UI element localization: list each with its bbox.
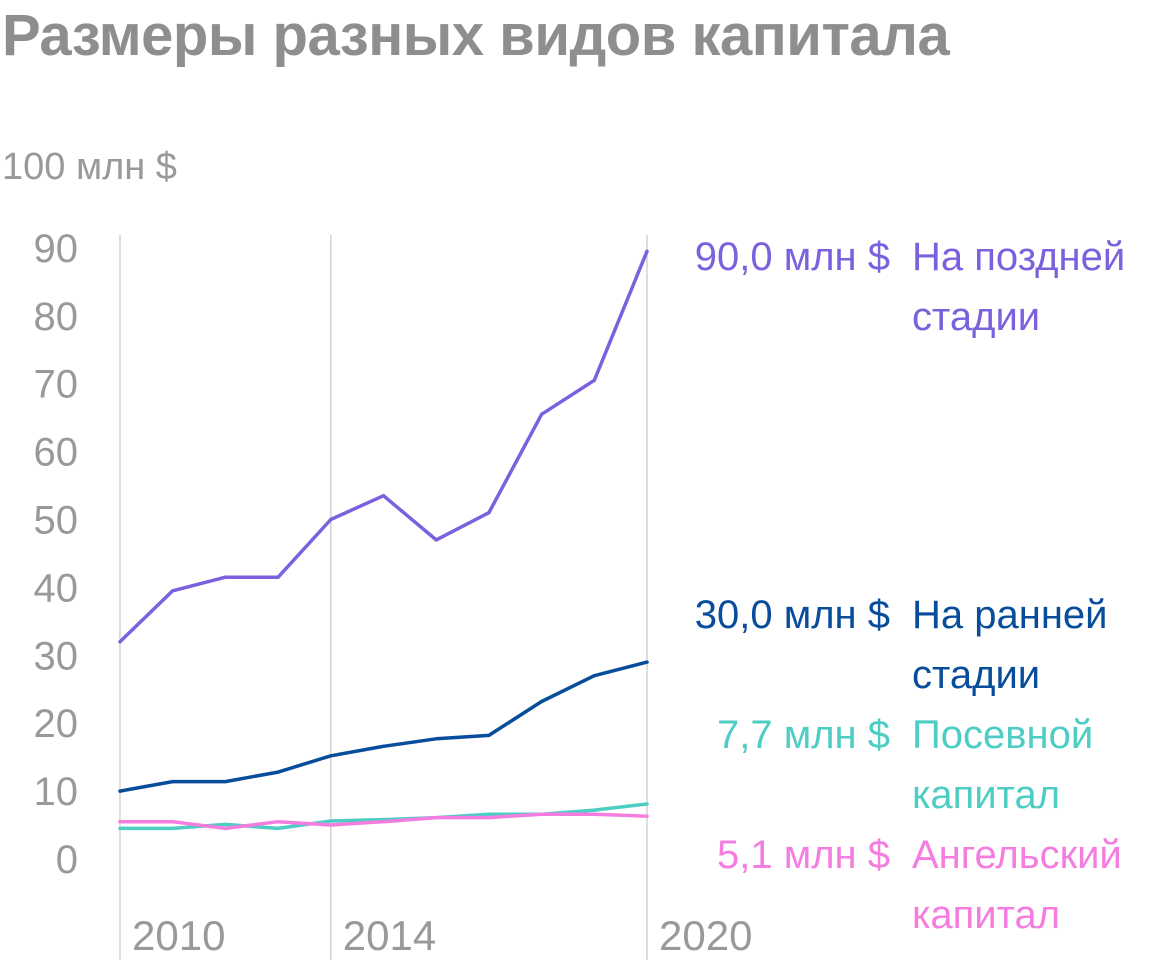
series-name-label: капитал: [912, 773, 1060, 817]
series-4: [118, 812, 649, 831]
data-point: [381, 820, 386, 824]
series-name-label: Посевной: [912, 713, 1093, 757]
data-point: [171, 820, 175, 824]
chart-title: Размеры разных видов капитала: [2, 3, 950, 68]
series-lines: [118, 249, 649, 831]
data-point: [118, 826, 122, 831]
data-point: [276, 820, 280, 824]
data-point: [171, 589, 175, 593]
y-tick-label-10: 10: [34, 770, 79, 814]
data-point: [329, 754, 333, 758]
data-point: [592, 808, 596, 812]
data-point: [487, 733, 491, 738]
y-tick-label-30: 30: [34, 634, 79, 678]
data-point: [381, 744, 386, 748]
x-axis-ticks: 2010 2014 2020: [132, 912, 752, 959]
data-point: [434, 538, 438, 542]
data-point: [223, 575, 227, 579]
data-point: [540, 812, 544, 816]
data-point: [118, 640, 122, 644]
data-point: [171, 779, 175, 784]
data-point: [329, 823, 333, 827]
y-tick-label-20: 20: [34, 702, 79, 746]
data-point: [487, 511, 491, 515]
data-point: [329, 819, 333, 823]
data-point: [329, 517, 333, 522]
data-point: [592, 674, 596, 678]
data-point: [381, 494, 386, 498]
data-point: [223, 822, 227, 826]
data-point: [487, 815, 491, 820]
series-name-label: стадии: [912, 295, 1040, 339]
data-point: [171, 826, 175, 831]
series-2: [118, 660, 649, 793]
data-point: [540, 699, 544, 704]
data-point: [487, 812, 491, 816]
y-tick-label-60: 60: [34, 431, 79, 475]
data-point: [223, 826, 227, 831]
data-point: [276, 770, 280, 774]
y-tick-label-50: 50: [34, 499, 79, 543]
series-name-label: На ранней: [912, 593, 1108, 637]
gridlines: [119, 235, 648, 960]
series-name-label: капитал: [912, 893, 1060, 937]
series-value-label: 7,7 млн $: [717, 713, 890, 757]
data-point: [118, 789, 122, 793]
y-axis-unit-label: 100 млн $: [2, 146, 177, 188]
data-point: [645, 249, 649, 253]
series-line: [118, 660, 649, 793]
series-name-label: Ангельский: [912, 833, 1122, 877]
data-point: [540, 412, 544, 416]
y-axis-ticks: 0 10 20 30 40 50 60 70 80 90: [34, 227, 79, 882]
data-point: [434, 737, 438, 741]
y-tick-label-80: 80: [34, 295, 79, 339]
x-tick-label-2010: 2010: [132, 912, 225, 959]
y-tick-label-90: 90: [34, 227, 79, 271]
series-value-label: 5,1 млн $: [717, 833, 890, 877]
data-point: [645, 814, 649, 818]
series-name-label: стадии: [912, 653, 1040, 697]
x-tick-label-2020: 2020: [659, 912, 752, 959]
data-point: [118, 820, 122, 824]
x-tick-label-2014: 2014: [343, 912, 436, 959]
series-value-label: 90,0 млн $: [695, 235, 890, 279]
y-tick-label-40: 40: [34, 566, 79, 610]
data-point: [645, 802, 649, 806]
series-1: [118, 249, 649, 644]
data-point: [223, 779, 227, 784]
data-point: [434, 815, 438, 820]
series-line: [118, 249, 649, 644]
y-tick-label-0: 0: [56, 838, 78, 882]
data-point: [592, 378, 596, 382]
data-point: [592, 812, 596, 816]
series-end-labels: 90,0 млн $ На поздней стадии 30,0 млн $ На р…: [695, 235, 1125, 937]
series-value-label: 30,0 млн $: [695, 593, 890, 637]
data-point: [276, 575, 280, 579]
y-tick-label-70: 70: [34, 363, 79, 407]
data-point: [276, 826, 280, 831]
series-name-label: На поздней: [912, 235, 1125, 279]
data-point: [645, 660, 649, 664]
